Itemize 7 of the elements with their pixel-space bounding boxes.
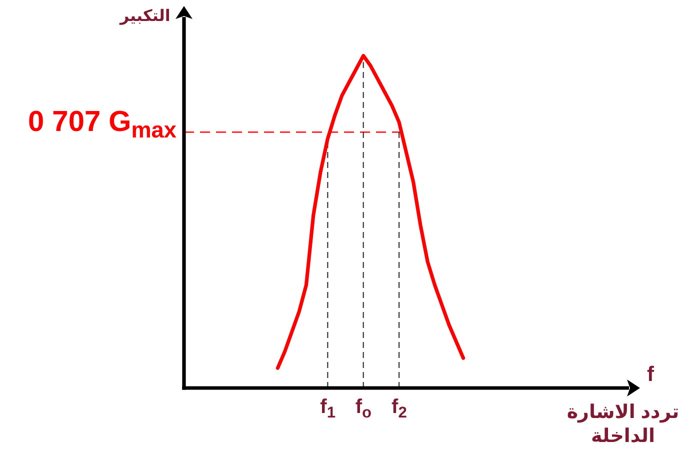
ref-line-label: 0 707 G$_{max}$ — [28, 108, 176, 138]
x-tick-label: f$_{2}$ — [392, 397, 407, 417]
annotation: التكبير — [120, 9, 170, 25]
x-tick-label: f$_{1}$ — [320, 397, 336, 417]
x-tick-label: f$_{o}$ — [355, 397, 372, 417]
annotation: f — [647, 364, 654, 386]
annotation: تردد الاشارة الداخلة — [566, 401, 680, 449]
